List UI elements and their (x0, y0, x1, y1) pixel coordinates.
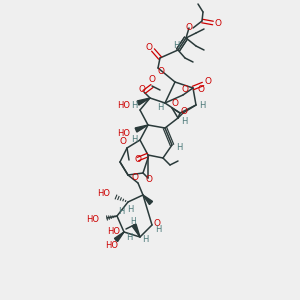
Text: H: H (142, 236, 148, 244)
Text: O: O (139, 85, 145, 94)
Text: O: O (172, 98, 178, 107)
Text: H: H (181, 118, 187, 127)
Text: H: H (173, 41, 179, 50)
Text: HO: HO (107, 226, 120, 236)
Text: O: O (181, 107, 188, 116)
Text: HO: HO (106, 242, 118, 250)
Polygon shape (114, 232, 124, 242)
Text: O: O (146, 44, 152, 52)
Text: O: O (185, 23, 193, 32)
Text: H: H (118, 206, 124, 215)
Text: O: O (154, 218, 160, 227)
Text: O: O (182, 85, 188, 94)
Text: O: O (131, 173, 139, 182)
Text: H: H (157, 103, 163, 112)
Text: HO: HO (97, 190, 110, 199)
Text: O: O (146, 175, 152, 184)
Text: H: H (131, 101, 137, 110)
Text: H: H (155, 226, 161, 235)
Text: H: H (130, 217, 136, 226)
Text: HO: HO (117, 101, 130, 110)
Text: O: O (158, 68, 164, 76)
Polygon shape (135, 125, 148, 132)
Text: O: O (197, 85, 205, 94)
Polygon shape (132, 224, 140, 237)
Polygon shape (137, 98, 150, 105)
Polygon shape (143, 195, 153, 205)
Text: H: H (199, 100, 205, 109)
Text: O: O (205, 76, 212, 85)
Text: H: H (131, 136, 137, 145)
Text: H: H (176, 143, 182, 152)
Text: H: H (127, 205, 133, 214)
Text: HO: HO (117, 128, 130, 137)
Text: O: O (134, 154, 142, 164)
Text: O: O (119, 137, 127, 146)
Text: HO: HO (86, 214, 99, 224)
Text: O: O (148, 76, 155, 85)
Text: H: H (126, 232, 132, 242)
Text: O: O (214, 19, 221, 28)
